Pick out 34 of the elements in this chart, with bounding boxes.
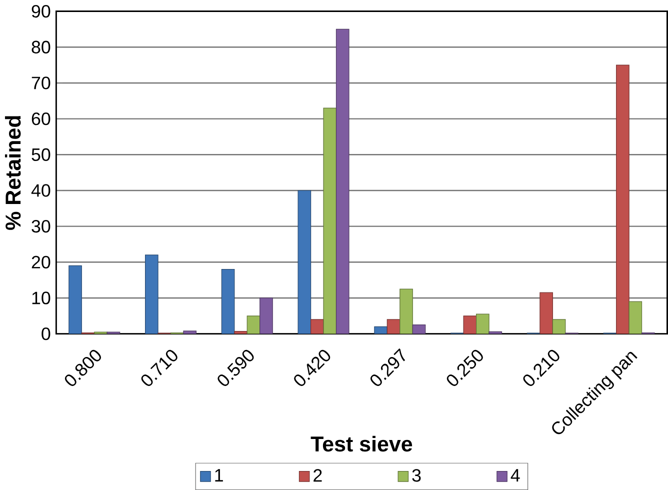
bar [298, 190, 312, 334]
y-tick-label: 60 [32, 112, 50, 126]
bar [260, 298, 273, 334]
bar [68, 265, 82, 334]
bar [336, 28, 350, 334]
bar [323, 108, 337, 334]
bar [476, 314, 490, 334]
bar [144, 254, 158, 334]
legend-label: 4 [510, 469, 520, 482]
y-tick-label: 50 [32, 148, 50, 161]
bar [616, 64, 630, 334]
bar [221, 268, 235, 334]
bar [310, 319, 324, 334]
y-tick-label: 90 [32, 4, 50, 18]
legend-label: 1 [215, 469, 223, 482]
y-tick-label: 10 [32, 292, 50, 304]
y-tick-label: 20 [32, 256, 50, 268]
y-tick-label: 30 [32, 220, 50, 233]
y-tick-label: 0 [42, 327, 50, 340]
y-tick-label: 70 [32, 76, 50, 90]
bar [386, 319, 400, 334]
bar [400, 288, 413, 334]
bar [628, 301, 642, 334]
bar [183, 330, 197, 334]
x-axis-title: Test sieve [310, 436, 412, 452]
bar [463, 316, 477, 334]
bar [540, 292, 553, 334]
bar [246, 316, 260, 334]
legend-label: 3 [412, 469, 421, 482]
y-tick-label: 40 [31, 184, 50, 197]
y-tick-label: 80 [32, 40, 50, 54]
bar [412, 324, 426, 334]
legend-label: 2 [314, 469, 322, 482]
y-axis-title: % Retained [4, 116, 21, 230]
